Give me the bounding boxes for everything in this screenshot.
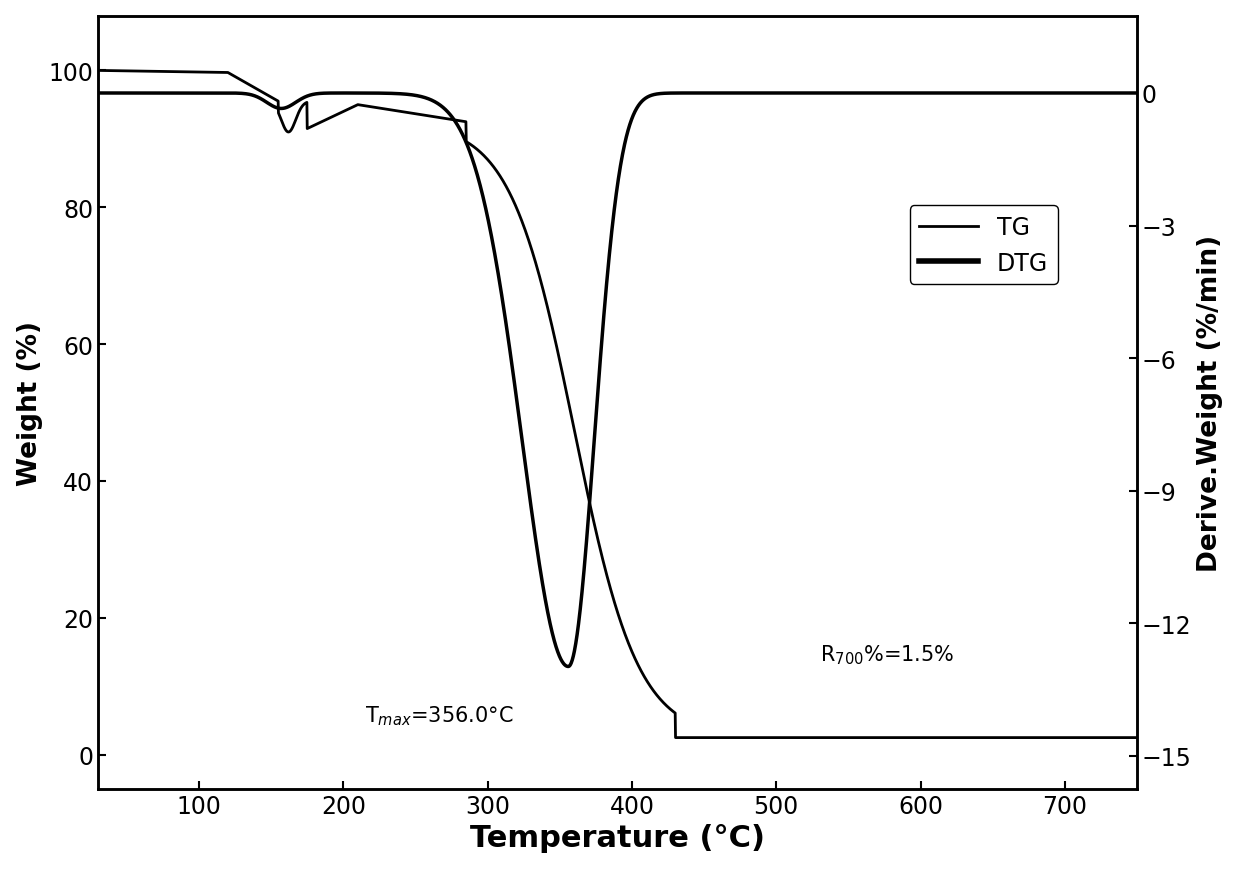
TG — [534, 279, 549, 289]
X-axis label: Temperature (°C): Temperature (°C) — [470, 824, 765, 852]
DTG — [489, 259, 503, 269]
DTG — [1130, 89, 1145, 99]
DTG — [1110, 89, 1125, 99]
DTG — [534, 573, 549, 583]
Line: DTG: DTG — [98, 94, 1137, 667]
Text: R$_{700}$%=1.5%: R$_{700}$%=1.5% — [820, 642, 954, 666]
Y-axis label: Derive.Weight (%/min): Derive.Weight (%/min) — [1198, 235, 1224, 571]
DTG — [998, 89, 1013, 99]
Legend: TG, DTG: TG, DTG — [910, 206, 1058, 285]
TG — [1130, 733, 1145, 743]
DTG — [560, 661, 575, 672]
TG — [91, 66, 105, 76]
DTG — [210, 89, 224, 99]
TG — [210, 68, 224, 78]
DTG — [270, 103, 285, 114]
Line: TG: TG — [98, 71, 1137, 738]
TG — [489, 166, 503, 176]
TG — [668, 733, 683, 743]
DTG — [91, 89, 105, 99]
Y-axis label: Weight (%): Weight (%) — [16, 321, 42, 485]
Text: T$_{max}$=356.0°C: T$_{max}$=356.0°C — [365, 704, 513, 727]
TG — [998, 733, 1013, 743]
TG — [1110, 733, 1125, 743]
TG — [270, 96, 285, 107]
